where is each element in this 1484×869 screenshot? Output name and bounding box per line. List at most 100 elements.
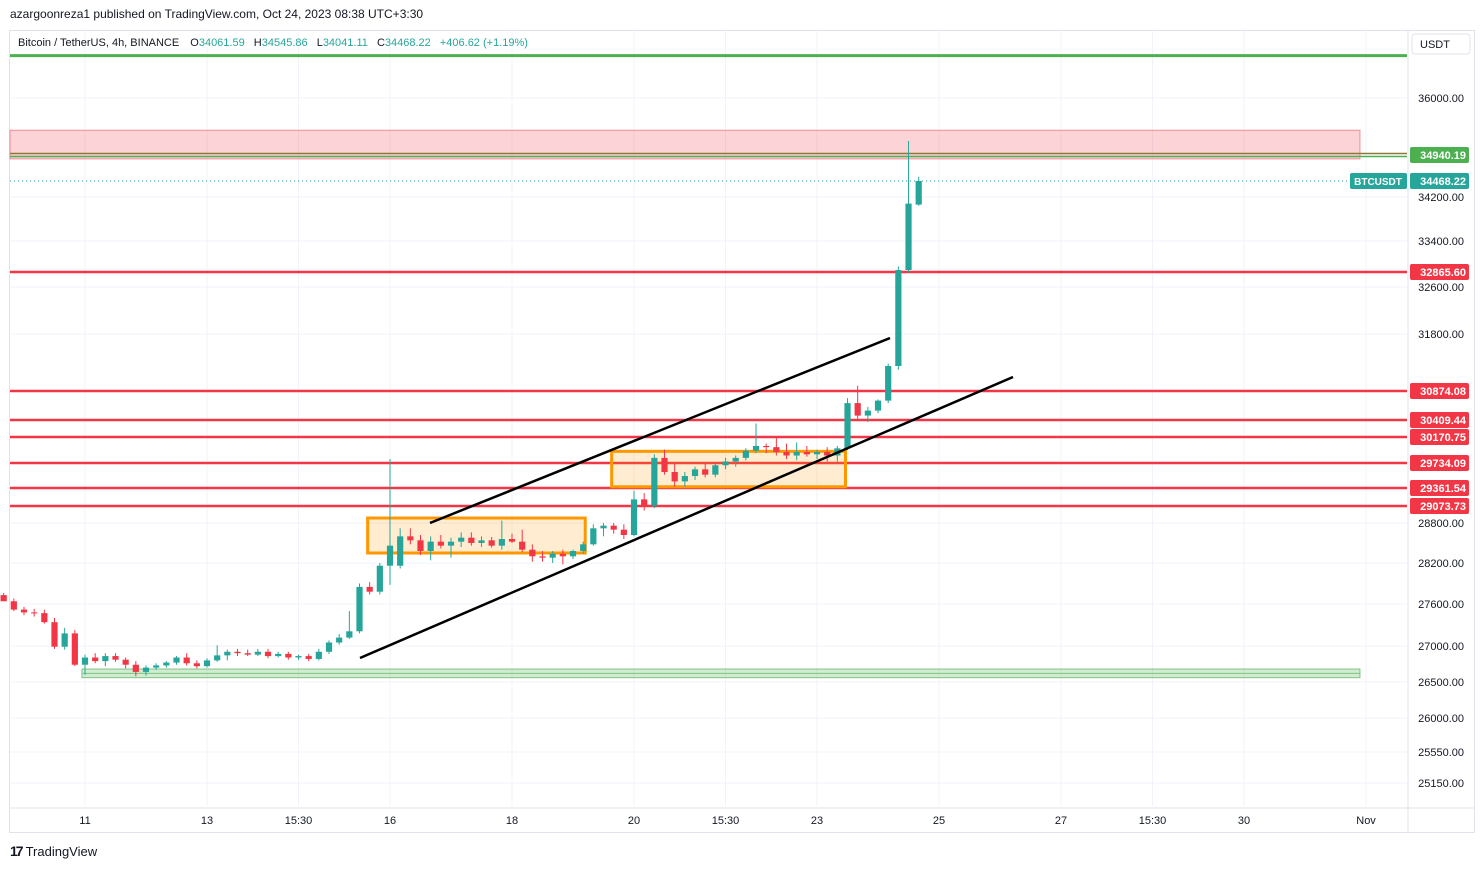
candle-up	[102, 656, 109, 662]
candle-down	[773, 447, 780, 452]
candle-up	[346, 631, 353, 638]
level-price-tag: 30170.75	[1420, 432, 1466, 444]
currency-tag	[1411, 33, 1471, 55]
legend-close: 34468.22	[385, 37, 431, 49]
y-tick-label: 26000.00	[1418, 713, 1464, 725]
level-price-tag-bg	[1410, 455, 1469, 471]
candle-up	[590, 528, 597, 545]
y-tick-label: 28800.00	[1418, 518, 1464, 530]
y-tick-label: 34200.00	[1418, 192, 1464, 204]
trendline-lower	[359, 375, 1014, 660]
x-tick-label: 15:30	[712, 815, 740, 827]
x-tick-label: 23	[811, 815, 823, 827]
x-tick-label: 15:30	[285, 815, 313, 827]
candle-up	[203, 660, 211, 667]
price-labels: 32865.60 30874.08 30409.44 30170.75 29734.09…	[1350, 147, 1469, 514]
y-tick-label: 27600.00	[1418, 599, 1464, 611]
candle-up	[478, 540, 485, 543]
candle-up	[295, 656, 302, 658]
candle-down	[508, 539, 516, 542]
legend-c-label: C	[377, 37, 385, 49]
x-tick-label: 13	[201, 815, 213, 827]
legend-l-label: L	[317, 37, 323, 49]
tradingview-brand: TradingView	[25, 843, 98, 859]
candle-up	[813, 451, 821, 455]
y-tick-label: 25550.00	[1418, 747, 1464, 759]
candle-down	[366, 586, 373, 592]
legend-symbol: Bitcoin / TetherUS, 4h, BINANCE	[18, 37, 179, 49]
level-layer	[10, 54, 1407, 508]
candle-down	[183, 657, 190, 664]
candle-up	[630, 499, 638, 535]
y-tick-label: 28200.00	[1418, 558, 1464, 570]
y-tick-label: 27000.00	[1418, 641, 1464, 653]
candle-up	[254, 651, 261, 655]
tradingview-logo[interactable]: 17 TradingView	[10, 843, 97, 859]
candle-down	[539, 556, 546, 558]
candle-down	[488, 540, 495, 546]
green-level-price-tag: 34940.19	[1420, 150, 1466, 162]
level-price-tag: 32865.60	[1420, 267, 1466, 279]
candle-down	[854, 403, 861, 416]
candle-down	[20, 609, 28, 613]
candle-down	[783, 451, 790, 456]
y-tick-label: 26500.00	[1418, 677, 1464, 689]
candle-up	[275, 653, 282, 657]
candle-down	[122, 659, 129, 665]
level-price-tag: 30409.44	[1420, 415, 1467, 427]
candle-down	[763, 445, 770, 448]
candle-up	[569, 551, 577, 557]
level-price-tag-bg	[1410, 480, 1469, 496]
candle-up	[722, 461, 729, 466]
y-tick-label: 36000.00	[1418, 93, 1464, 105]
chart-frame[interactable]	[9, 30, 1475, 833]
level-price-tag-bg	[1410, 412, 1469, 428]
candle-up	[580, 544, 587, 551]
candle-up	[336, 637, 343, 643]
candle-down	[661, 457, 668, 472]
y-tick-label: 31800.00	[1418, 329, 1464, 341]
symbol-tag: BTCUSDT	[1354, 177, 1402, 188]
green-level-price-tag-bg	[1410, 147, 1469, 163]
candle-down	[31, 612, 38, 614]
candle-down	[610, 525, 617, 530]
x-tick-label: 16	[384, 815, 396, 827]
candle-up	[224, 651, 231, 656]
consolidation-box	[366, 516, 587, 555]
y-tick-label: 32600.00	[1418, 282, 1464, 294]
candle-down	[234, 651, 241, 654]
candle-up	[173, 657, 180, 663]
candle-down	[10, 601, 17, 610]
candle-up	[905, 203, 912, 271]
level-price-tag-bg	[1410, 264, 1469, 280]
candle-down	[244, 653, 251, 655]
x-tick-label: 20	[628, 815, 640, 827]
candle-layer	[0, 141, 922, 677]
candle-up	[153, 665, 160, 668]
grid-layer	[10, 31, 1474, 832]
candle-up	[325, 642, 333, 652]
candle-down	[132, 664, 139, 672]
time-axis: 11 13 15:30 16 18 20 15:30 23 25 27 15:30 30 Nov	[79, 815, 1376, 827]
candle-down	[305, 656, 312, 659]
legend-o-label: O	[190, 37, 199, 49]
candle-up	[427, 541, 434, 551]
candle-up	[793, 451, 800, 456]
level-price-tag: 30874.08	[1420, 386, 1466, 398]
candle-up	[681, 476, 688, 482]
last-price-tag: 34468.22	[1420, 176, 1466, 188]
resistance-zone	[9, 129, 1361, 160]
candle-down	[71, 633, 78, 665]
candle-up	[458, 537, 465, 542]
candle-down	[264, 651, 272, 657]
candle-up	[447, 541, 455, 546]
symbol-tag-bg	[1350, 173, 1407, 189]
chart-legend: Bitcoin / TetherUS, 4h, BINANCE O34061.5…	[18, 37, 528, 49]
candle-down	[0, 595, 7, 602]
x-tick-label: 18	[506, 815, 518, 827]
x-tick-label: Nov	[1356, 815, 1376, 827]
consolidation-box	[610, 449, 847, 489]
candle-up	[81, 657, 89, 665]
candle-up	[732, 457, 739, 462]
